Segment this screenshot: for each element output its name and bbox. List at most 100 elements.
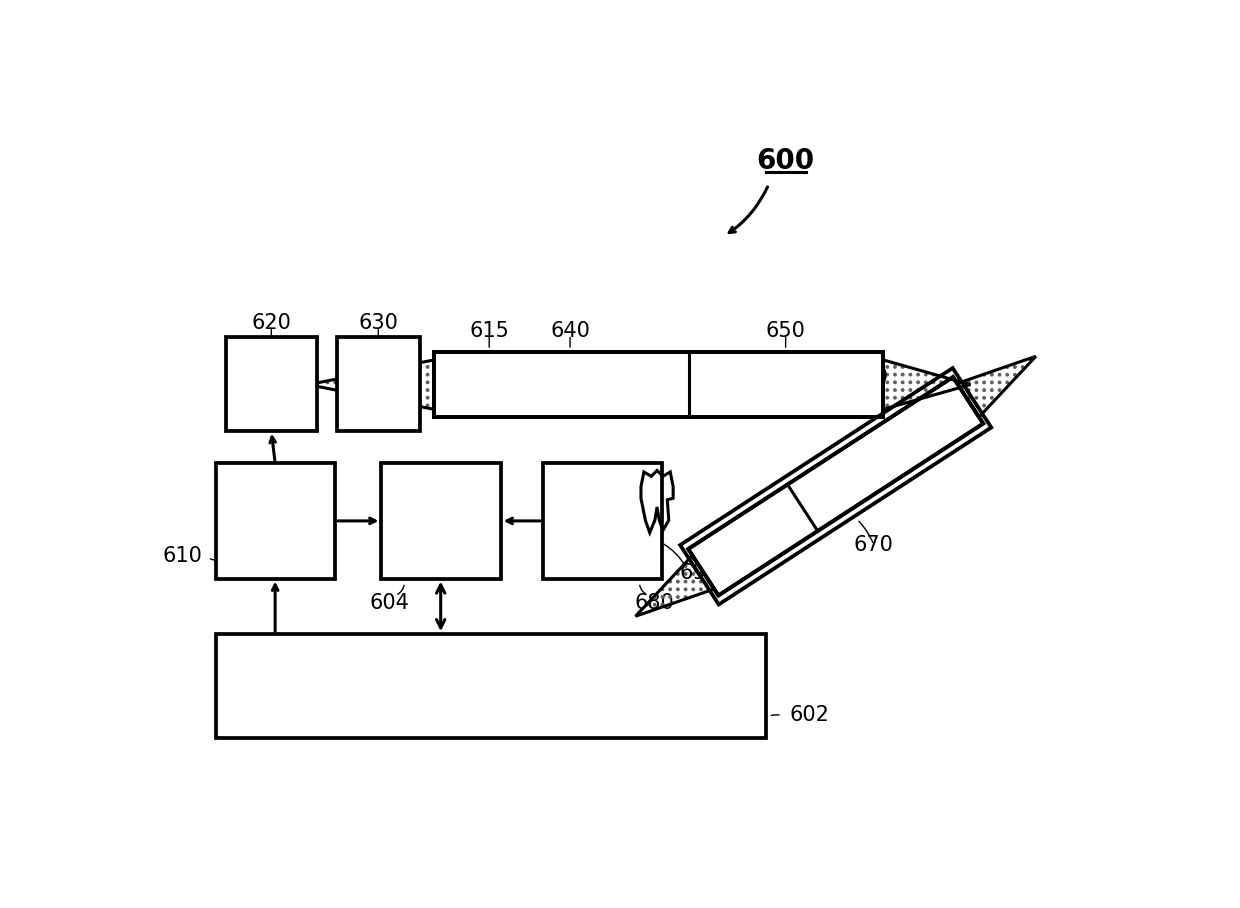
Circle shape bbox=[849, 499, 852, 502]
Circle shape bbox=[451, 366, 454, 368]
Circle shape bbox=[636, 366, 639, 368]
Circle shape bbox=[983, 389, 986, 391]
Circle shape bbox=[661, 596, 663, 598]
Circle shape bbox=[567, 397, 569, 399]
Circle shape bbox=[436, 366, 439, 368]
Circle shape bbox=[852, 373, 854, 376]
Circle shape bbox=[684, 596, 687, 598]
Circle shape bbox=[833, 507, 836, 509]
Circle shape bbox=[506, 389, 508, 391]
Circle shape bbox=[521, 389, 523, 391]
Circle shape bbox=[513, 404, 516, 407]
Circle shape bbox=[667, 373, 670, 376]
Circle shape bbox=[799, 389, 801, 391]
Circle shape bbox=[713, 373, 715, 376]
Circle shape bbox=[887, 366, 889, 368]
Circle shape bbox=[782, 373, 785, 376]
Circle shape bbox=[451, 397, 454, 399]
Circle shape bbox=[559, 389, 562, 391]
Circle shape bbox=[718, 568, 720, 571]
Circle shape bbox=[528, 389, 531, 391]
Circle shape bbox=[780, 499, 782, 502]
Circle shape bbox=[1006, 381, 1008, 384]
Circle shape bbox=[575, 389, 578, 391]
Circle shape bbox=[698, 366, 701, 368]
Circle shape bbox=[837, 373, 839, 376]
Circle shape bbox=[537, 381, 539, 383]
Circle shape bbox=[410, 381, 413, 383]
Circle shape bbox=[388, 397, 391, 399]
Circle shape bbox=[667, 381, 670, 383]
Circle shape bbox=[583, 381, 585, 383]
Circle shape bbox=[826, 476, 828, 479]
Circle shape bbox=[895, 453, 898, 456]
Circle shape bbox=[742, 530, 744, 532]
Circle shape bbox=[742, 553, 744, 556]
Circle shape bbox=[895, 438, 898, 440]
Circle shape bbox=[780, 538, 782, 540]
Circle shape bbox=[926, 430, 929, 432]
Circle shape bbox=[744, 397, 746, 399]
Circle shape bbox=[949, 407, 951, 410]
Circle shape bbox=[606, 381, 609, 383]
Circle shape bbox=[749, 553, 751, 556]
Circle shape bbox=[559, 366, 562, 368]
Circle shape bbox=[760, 381, 763, 383]
Circle shape bbox=[372, 389, 374, 391]
Circle shape bbox=[521, 366, 523, 368]
Bar bbox=[226, 337, 316, 430]
Circle shape bbox=[506, 404, 508, 407]
Circle shape bbox=[864, 453, 867, 456]
Circle shape bbox=[830, 381, 832, 383]
Circle shape bbox=[567, 381, 569, 383]
Circle shape bbox=[419, 366, 422, 368]
Circle shape bbox=[949, 422, 951, 425]
Circle shape bbox=[775, 366, 777, 368]
Circle shape bbox=[410, 397, 413, 399]
Circle shape bbox=[552, 389, 554, 391]
Text: 630: 630 bbox=[358, 313, 398, 333]
Circle shape bbox=[753, 381, 755, 383]
Circle shape bbox=[706, 381, 708, 383]
Circle shape bbox=[773, 546, 775, 548]
Circle shape bbox=[749, 530, 751, 532]
Circle shape bbox=[925, 373, 928, 376]
Circle shape bbox=[857, 484, 859, 487]
Circle shape bbox=[537, 366, 539, 368]
Polygon shape bbox=[688, 377, 983, 596]
Circle shape bbox=[799, 404, 801, 407]
Circle shape bbox=[606, 404, 609, 407]
Circle shape bbox=[372, 381, 374, 383]
Circle shape bbox=[703, 561, 706, 563]
Circle shape bbox=[813, 397, 816, 399]
Circle shape bbox=[691, 381, 693, 383]
Circle shape bbox=[806, 404, 808, 407]
Circle shape bbox=[583, 404, 585, 407]
Circle shape bbox=[782, 381, 785, 383]
Circle shape bbox=[806, 366, 808, 368]
Circle shape bbox=[342, 381, 345, 383]
Circle shape bbox=[909, 373, 911, 376]
Circle shape bbox=[427, 373, 429, 376]
Circle shape bbox=[821, 397, 823, 399]
Circle shape bbox=[894, 404, 897, 407]
Circle shape bbox=[490, 373, 492, 376]
Circle shape bbox=[403, 381, 405, 383]
Circle shape bbox=[451, 373, 454, 376]
Circle shape bbox=[737, 381, 739, 383]
Circle shape bbox=[872, 445, 874, 448]
Circle shape bbox=[590, 381, 593, 383]
Circle shape bbox=[1006, 366, 1008, 369]
Circle shape bbox=[467, 389, 470, 391]
Circle shape bbox=[706, 389, 708, 391]
Circle shape bbox=[629, 373, 631, 376]
Circle shape bbox=[683, 404, 686, 407]
Circle shape bbox=[482, 366, 485, 368]
Circle shape bbox=[357, 389, 360, 391]
Circle shape bbox=[698, 381, 701, 383]
Circle shape bbox=[660, 373, 662, 376]
Circle shape bbox=[528, 373, 531, 376]
Circle shape bbox=[837, 404, 839, 407]
Circle shape bbox=[830, 397, 832, 399]
Circle shape bbox=[957, 407, 960, 410]
